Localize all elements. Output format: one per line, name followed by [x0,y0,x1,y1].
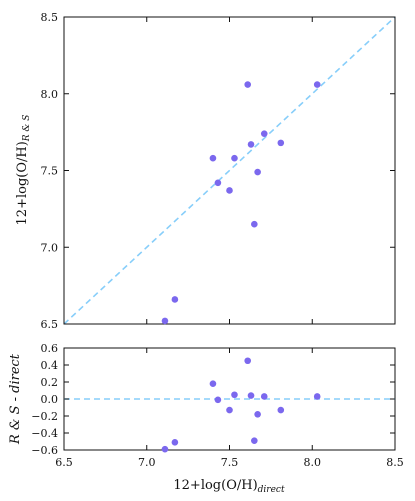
bottom-y-axis-label: R & S - direct [8,353,23,445]
bottom-x-tick-label: 7.5 [221,456,239,469]
top-data-point [171,296,179,303]
top-y-axis-label-main: 12+log(O/H) [15,141,30,225]
bottom-y-tick-label: 0.2 [41,376,59,389]
top-data-point [244,81,252,88]
bottom-data-point [251,437,258,444]
bottom-data-point [313,393,321,400]
bottom-x-tick-label: 8.0 [304,456,322,469]
top-data-point [313,81,321,88]
bottom-y-tick-label: 0.6 [41,342,59,355]
bottom-data-point [247,392,255,399]
top-y-tick-label: 6.5 [41,318,59,331]
bottom-y-tick-label: 0.4 [41,359,59,372]
bottom-data-point [226,406,233,414]
top-x-ticks [63,17,396,324]
bottom-x-tick-label: 8.5 [386,456,404,469]
bottom-x-axis-label-main: 12+log(O/H) [173,478,257,493]
top-y-axis-label: 12+log(O/H)R & S [15,115,32,226]
one-to-one-line [63,16,396,325]
bottom-data-point [260,393,268,400]
top-y-tick-label: 7.0 [41,241,59,254]
top-points [161,81,321,325]
top-data-point [277,139,285,147]
top-data-point [260,130,268,137]
bottom-y-tick-label: −0.4 [31,427,58,440]
top-data-point [251,220,258,228]
bottom-x-axis-label: 12+log(O/H)direct [173,478,285,495]
bottom-panel: −0.6 −0.4 −0.2 0.0 0.2 0.4 0.6 6.5 7.0 7.5 8.0 8.5… [8,342,404,495]
top-y-tick-label: 8.5 [41,11,59,24]
bottom-data-point [231,391,238,399]
bottom-x-axis-label-sub: direct [258,485,285,495]
bottom-data-point [214,396,222,404]
bottom-data-point [161,445,169,453]
top-y-tick-label: 8.0 [41,88,59,101]
top-data-point [231,154,238,162]
top-panel: 6.5 7.0 7.5 8.0 8.5 12+log(O/H)R & S [15,11,396,331]
bottom-x-tick-label: 6.5 [55,456,73,469]
bottom-x-ticks: 6.5 7.0 7.5 8.0 8.5 [55,348,404,469]
bottom-y-tick-label: 0.0 [41,393,59,406]
top-y-axis-label-sub: R & S [22,115,32,143]
bottom-y-tick-label: −0.2 [31,410,58,423]
top-data-point [247,141,255,148]
bottom-y-ticks: −0.6 −0.4 −0.2 0.0 0.2 0.4 0.6 [31,342,395,457]
top-data-point [214,179,222,187]
bottom-y-tick-label: −0.6 [31,444,58,457]
top-data-point [226,187,233,194]
top-y-tick-label: 7.5 [41,165,59,178]
bottom-data-point [254,411,261,418]
top-data-point [161,317,169,325]
bottom-data-point [244,357,252,365]
bottom-data-point [209,380,217,388]
bottom-x-tick-label: 7.0 [138,456,156,469]
top-y-ticks: 6.5 7.0 7.5 8.0 8.5 [41,11,395,331]
top-data-point [209,154,217,162]
bottom-data-point [277,406,285,414]
bottom-data-point [171,439,179,446]
bottom-points [161,357,321,453]
top-data-point [254,168,261,176]
